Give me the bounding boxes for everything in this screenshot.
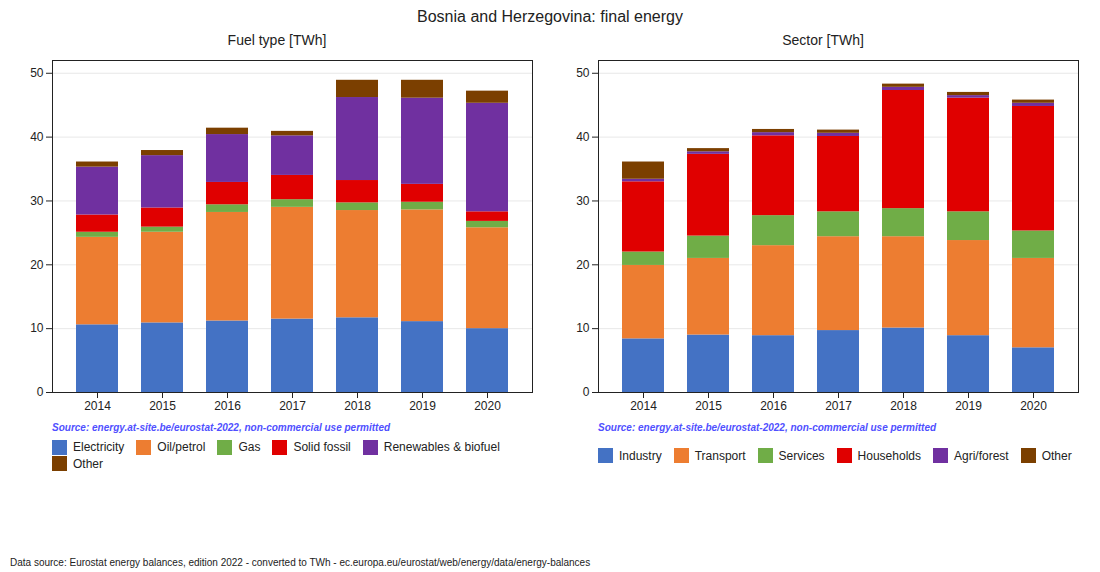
svg-text:2020: 2020 bbox=[1020, 399, 1047, 413]
html-text:Source: energy.at-site.be/euro: Source: energy.at-site.be/eurostat-2022,… bbox=[52, 422, 391, 433]
html-text:Oil/petrol: Oil/petrol bbox=[157, 440, 206, 455]
html-text:Solid fossil: Solid fossil bbox=[293, 440, 351, 455]
html-text:Source: energy.at-site.be/euro: Source: energy.at-site.be/eurostat-2022,… bbox=[598, 422, 937, 433]
svg-text:10: 10 bbox=[30, 321, 44, 335]
svg-text:50: 50 bbox=[30, 66, 44, 80]
svg-text:2018: 2018 bbox=[890, 399, 917, 413]
html-text:Other: Other bbox=[73, 456, 103, 471]
html-text:Gas: Gas bbox=[238, 440, 261, 455]
svg-text:2014: 2014 bbox=[630, 399, 657, 413]
svg-text:2015: 2015 bbox=[149, 399, 176, 413]
html-text:Renewables & biofuel: Renewables & biofuel bbox=[383, 440, 500, 455]
html-text:Agri/forest: Agri/forest bbox=[954, 448, 1009, 463]
svg-text:0: 0 bbox=[37, 385, 44, 399]
svg-text:2019: 2019 bbox=[409, 399, 436, 413]
html-text:Fuel type [TWh]: Fuel type [TWh] bbox=[227, 32, 327, 48]
svg-text:20: 20 bbox=[30, 258, 44, 272]
svg-text:50: 50 bbox=[576, 66, 590, 80]
html-text:Bosnia and Herzegovina: final: Bosnia and Herzegovina: final energy bbox=[417, 8, 683, 25]
svg-text:2020: 2020 bbox=[474, 399, 501, 413]
html-text:Households: Households bbox=[857, 448, 921, 463]
svg-text:40: 40 bbox=[576, 130, 590, 144]
svg-text:2016: 2016 bbox=[214, 399, 241, 413]
svg-text:2015: 2015 bbox=[695, 399, 722, 413]
html-text:Transport: Transport bbox=[694, 448, 746, 463]
svg-text:40: 40 bbox=[30, 130, 44, 144]
svg-text:2017: 2017 bbox=[279, 399, 306, 413]
svg-text:2018: 2018 bbox=[344, 399, 371, 413]
html-text:Sector [TWh]: Sector [TWh] bbox=[782, 32, 864, 48]
svg-text:2014: 2014 bbox=[84, 399, 111, 413]
svg-text:2016: 2016 bbox=[760, 399, 787, 413]
svg-text:2019: 2019 bbox=[955, 399, 982, 413]
svg-text:30: 30 bbox=[30, 194, 44, 208]
svg-text:0: 0 bbox=[583, 385, 590, 399]
svg-text:10: 10 bbox=[576, 321, 590, 335]
html-text:Electricity: Electricity bbox=[73, 440, 125, 455]
svg-text:20: 20 bbox=[576, 258, 590, 272]
html-text:Other: Other bbox=[1041, 448, 1072, 463]
svg-text:30: 30 bbox=[576, 194, 590, 208]
svg-text:2017: 2017 bbox=[825, 399, 852, 413]
html-text:Industry: Industry bbox=[619, 448, 662, 463]
html-text:Data source: Eurostat energy b: Data source: Eurostat energy balances, e… bbox=[10, 557, 591, 568]
html-text:Services: Services bbox=[778, 448, 825, 463]
